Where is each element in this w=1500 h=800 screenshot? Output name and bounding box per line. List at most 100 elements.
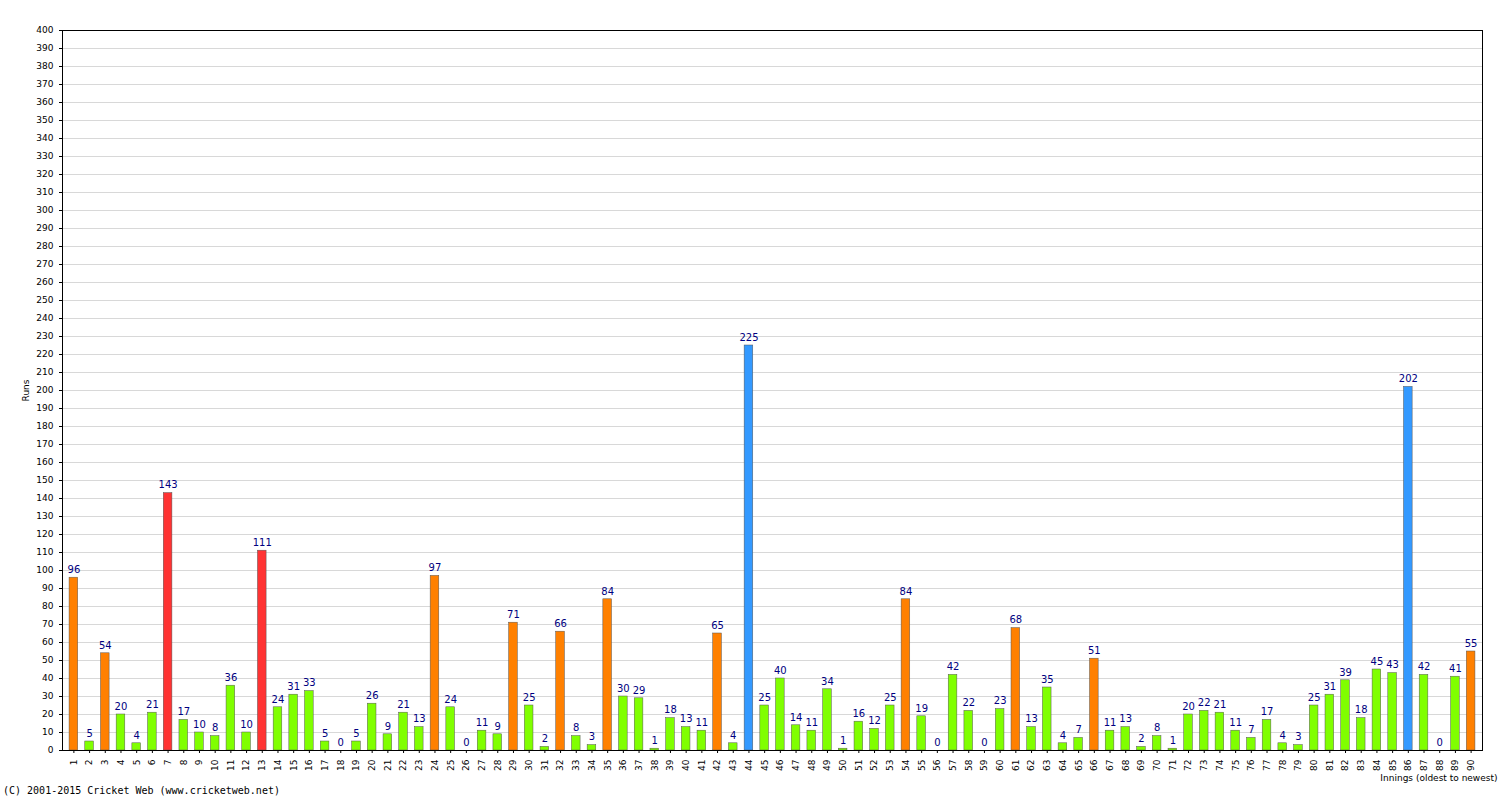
svg-text:5: 5: [86, 728, 92, 739]
svg-text:25: 25: [1308, 692, 1321, 703]
svg-text:225: 225: [739, 332, 758, 343]
svg-text:41: 41: [697, 760, 707, 771]
svg-text:50: 50: [42, 655, 54, 665]
svg-text:40: 40: [42, 673, 54, 683]
svg-text:220: 220: [36, 349, 53, 359]
svg-text:34: 34: [821, 676, 834, 687]
svg-text:41: 41: [1449, 663, 1462, 674]
svg-text:0: 0: [981, 737, 987, 748]
svg-text:84: 84: [900, 586, 913, 597]
svg-text:3: 3: [1295, 731, 1301, 742]
svg-text:4: 4: [133, 730, 139, 741]
svg-text:140: 140: [36, 493, 53, 503]
svg-text:43: 43: [728, 760, 738, 771]
svg-text:49: 49: [822, 759, 832, 771]
svg-text:57: 57: [948, 760, 958, 771]
svg-text:8: 8: [212, 722, 218, 733]
svg-text:32: 32: [555, 760, 565, 771]
svg-text:19: 19: [351, 759, 361, 771]
svg-text:18: 18: [336, 759, 346, 771]
svg-text:52: 52: [869, 760, 879, 771]
svg-text:54: 54: [901, 759, 911, 771]
svg-text:5: 5: [132, 760, 142, 766]
svg-text:11: 11: [695, 717, 708, 728]
svg-text:2: 2: [1138, 733, 1144, 744]
svg-text:31: 31: [1323, 681, 1336, 692]
svg-text:400: 400: [36, 25, 53, 35]
svg-text:280: 280: [36, 241, 53, 251]
svg-text:Runs: Runs: [21, 379, 31, 401]
svg-text:73: 73: [1199, 760, 1209, 771]
svg-text:51: 51: [854, 760, 864, 771]
svg-text:0: 0: [463, 737, 469, 748]
svg-text:0: 0: [48, 745, 54, 755]
svg-text:34: 34: [587, 759, 597, 771]
svg-text:68: 68: [1009, 614, 1022, 625]
svg-text:8: 8: [1154, 722, 1160, 733]
svg-text:24: 24: [272, 694, 285, 705]
svg-text:50: 50: [838, 759, 848, 771]
svg-text:18: 18: [664, 704, 677, 715]
svg-text:46: 46: [775, 759, 785, 771]
svg-text:54: 54: [99, 640, 112, 651]
svg-text:35: 35: [1041, 674, 1054, 685]
svg-text:110: 110: [36, 547, 53, 557]
svg-text:84: 84: [601, 586, 614, 597]
svg-text:9: 9: [385, 721, 391, 732]
svg-text:55: 55: [917, 760, 927, 771]
svg-text:72: 72: [1183, 760, 1193, 771]
svg-text:31: 31: [287, 681, 300, 692]
svg-text:8: 8: [573, 722, 579, 733]
svg-text:12: 12: [241, 760, 251, 771]
svg-text:96: 96: [68, 564, 81, 575]
svg-text:42: 42: [712, 760, 722, 771]
svg-text:1: 1: [840, 735, 846, 746]
svg-text:16: 16: [852, 708, 865, 719]
svg-text:37: 37: [634, 760, 644, 771]
svg-text:370: 370: [36, 79, 53, 89]
svg-text:11: 11: [226, 760, 236, 771]
svg-text:4: 4: [1060, 730, 1066, 741]
svg-text:15: 15: [289, 760, 299, 771]
svg-text:10: 10: [210, 759, 220, 771]
svg-text:33: 33: [571, 760, 581, 771]
svg-text:20: 20: [367, 759, 377, 771]
svg-text:13: 13: [257, 760, 267, 771]
svg-text:90: 90: [1466, 759, 1476, 771]
svg-text:0: 0: [1437, 737, 1443, 748]
svg-text:100: 100: [36, 565, 53, 575]
svg-text:21: 21: [146, 699, 159, 710]
svg-text:42: 42: [947, 661, 960, 672]
svg-text:36: 36: [618, 759, 628, 771]
svg-text:69: 69: [1136, 759, 1146, 771]
svg-text:20: 20: [115, 701, 128, 712]
svg-text:5: 5: [322, 728, 328, 739]
svg-text:11: 11: [1229, 717, 1242, 728]
svg-text:22: 22: [398, 760, 408, 771]
svg-text:53: 53: [885, 760, 895, 771]
svg-text:0: 0: [338, 737, 344, 748]
svg-text:130: 130: [36, 511, 53, 521]
svg-text:1: 1: [652, 735, 658, 746]
svg-text:10: 10: [42, 727, 54, 737]
svg-text:1: 1: [1170, 735, 1176, 746]
svg-text:9: 9: [194, 759, 204, 765]
svg-text:7: 7: [163, 760, 173, 766]
svg-text:66: 66: [554, 618, 567, 629]
svg-text:26: 26: [461, 759, 471, 771]
svg-text:26: 26: [366, 690, 379, 701]
svg-text:23: 23: [994, 695, 1007, 706]
svg-text:65: 65: [711, 620, 724, 631]
svg-text:30: 30: [42, 691, 54, 701]
svg-text:80: 80: [42, 601, 54, 611]
svg-text:11: 11: [805, 717, 818, 728]
svg-text:38: 38: [650, 759, 660, 771]
svg-text:230: 230: [36, 331, 53, 341]
svg-text:25: 25: [446, 760, 456, 771]
svg-text:300: 300: [36, 205, 53, 215]
svg-text:40: 40: [681, 759, 691, 771]
svg-text:60: 60: [42, 637, 54, 647]
svg-text:24: 24: [430, 759, 440, 771]
svg-text:71: 71: [507, 609, 520, 620]
svg-text:4: 4: [730, 730, 736, 741]
